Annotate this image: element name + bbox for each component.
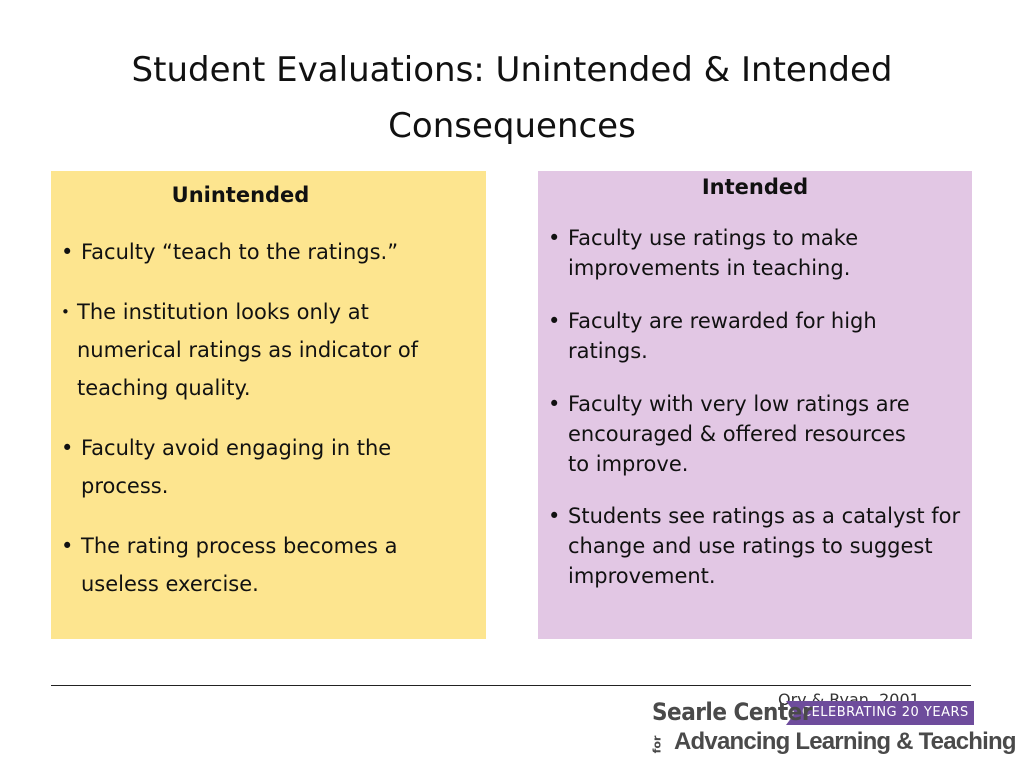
slide-title: Student Evaluations: Unintended & Intend… — [131, 50, 893, 146]
intended-panel: Intended • Faculty use ratings to make im… — [538, 171, 972, 639]
bullet-icon: • — [61, 240, 74, 264]
list-item: • Faculty with very low ratings are encou… — [548, 389, 968, 479]
bullet-icon: • — [61, 436, 74, 460]
footer-divider — [51, 685, 971, 686]
searle-center-logo: CELEBRATING 20 YEARS Searle Center for A… — [650, 698, 1016, 760]
list-item: • The rating process becomes a useless ex… — [61, 527, 481, 603]
list-item: • Students see ratings as a catalyst for … — [548, 501, 968, 591]
logo-for: for — [650, 735, 664, 754]
bullet-icon: • — [61, 303, 70, 321]
logo-tagline: Advancing Learning & Teaching — [674, 728, 1017, 755]
list-item: • Faculty use ratings to make improvement… — [548, 223, 968, 283]
logo-banner-text: CELEBRATING 20 YEARS — [802, 705, 969, 720]
list-item: • The institution looks only at numerical… — [61, 293, 481, 407]
bullet-icon: • — [548, 309, 561, 333]
bullet-icon: • — [548, 392, 561, 416]
logo-name: Searle Center — [652, 698, 812, 726]
list-item: • Faculty are rewarded for high ratings. — [548, 306, 968, 366]
unintended-panel: Unintended • Faculty “teach to the rating… — [51, 171, 486, 639]
intended-heading: Intended — [701, 175, 809, 199]
bullet-icon: • — [548, 226, 561, 250]
list-item: • Faculty avoid engaging in the process. — [61, 429, 481, 505]
bullet-icon: • — [61, 534, 74, 558]
bullet-icon: • — [548, 504, 561, 528]
list-item: • Faculty “teach to the ratings.” — [61, 233, 481, 271]
unintended-heading: Unintended — [171, 183, 310, 207]
logo-banner — [786, 701, 974, 725]
